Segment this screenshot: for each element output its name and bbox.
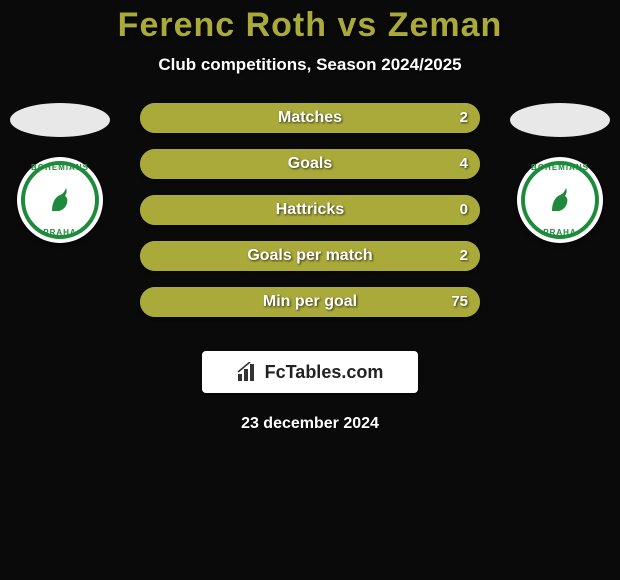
stat-value-right: 4 xyxy=(460,149,468,179)
stat-bar-right xyxy=(147,149,480,179)
date-stamp: 23 december 2024 xyxy=(0,415,620,433)
stat-bar-left xyxy=(140,287,147,317)
team-crest-right: BOHEMIANS PRAHA xyxy=(517,157,603,243)
page-title: Ferenc Roth vs Zeman xyxy=(0,0,620,45)
stats-arena: BOHEMIANS PRAHA BOHEMIANS PRAHA Matches2… xyxy=(0,103,620,343)
crest-bottom-text: PRAHA xyxy=(17,228,103,237)
stat-row: Hattricks0 xyxy=(140,195,480,225)
crest-inner xyxy=(535,175,585,225)
stat-row: Matches2 xyxy=(140,103,480,133)
brand-text: FcTables.com xyxy=(265,362,384,383)
brand-badge: FcTables.com xyxy=(202,351,418,393)
crest-top-text: BOHEMIANS xyxy=(517,163,603,172)
bar-chart-icon xyxy=(237,362,259,382)
stat-bar-left xyxy=(140,149,147,179)
stat-bar-left xyxy=(140,241,147,271)
page-subtitle: Club competitions, Season 2024/2025 xyxy=(0,55,620,75)
player-left-avatar xyxy=(10,103,110,137)
stat-bar-right xyxy=(147,241,480,271)
stat-bar-right xyxy=(147,195,480,225)
stat-value-right: 0 xyxy=(460,195,468,225)
team-crest-left: BOHEMIANS PRAHA xyxy=(17,157,103,243)
comparison-infographic: Ferenc Roth vs Zeman Club competitions, … xyxy=(0,0,620,580)
crest-bottom-text: PRAHA xyxy=(517,228,603,237)
kangaroo-icon xyxy=(543,183,577,217)
stat-value-right: 2 xyxy=(460,103,468,133)
stat-value-right: 2 xyxy=(460,241,468,271)
stat-row: Goals4 xyxy=(140,149,480,179)
player-right-avatar xyxy=(510,103,610,137)
stat-bar-right xyxy=(147,287,480,317)
stat-bars: Matches2 Goals4 Hattricks0 Goals per match2… xyxy=(140,103,480,333)
stat-bar-left xyxy=(140,195,147,225)
stat-value-right: 75 xyxy=(451,287,468,317)
stat-row: Min per goal75 xyxy=(140,287,480,317)
stat-row: Goals per match2 xyxy=(140,241,480,271)
stat-bar-right xyxy=(147,103,480,133)
crest-top-text: BOHEMIANS xyxy=(17,163,103,172)
stat-bar-left xyxy=(140,103,147,133)
crest-inner xyxy=(35,175,85,225)
kangaroo-icon xyxy=(43,183,77,217)
